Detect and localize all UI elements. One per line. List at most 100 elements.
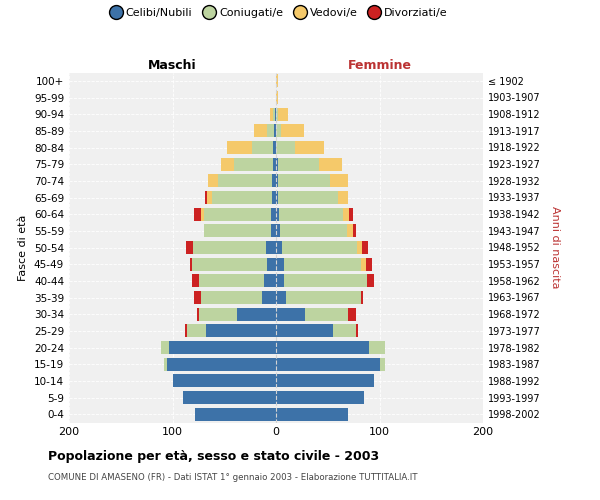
Bar: [338, 191, 349, 204]
Bar: [286, 291, 361, 304]
Bar: [208, 174, 218, 188]
Bar: [367, 274, 374, 287]
Bar: [263, 274, 276, 287]
Bar: [276, 308, 305, 320]
Bar: [262, 291, 276, 304]
Bar: [349, 308, 356, 320]
Bar: [236, 308, 276, 320]
Bar: [233, 158, 273, 170]
Bar: [276, 241, 282, 254]
Bar: [278, 108, 289, 120]
Bar: [276, 324, 333, 338]
Bar: [280, 224, 347, 237]
Bar: [279, 208, 343, 220]
Bar: [284, 258, 361, 270]
Bar: [203, 208, 271, 220]
Bar: [319, 158, 342, 170]
Bar: [276, 191, 278, 204]
Bar: [272, 174, 276, 188]
Bar: [353, 224, 356, 237]
Bar: [203, 224, 271, 237]
Bar: [276, 258, 284, 270]
Bar: [276, 141, 295, 154]
Bar: [273, 158, 276, 170]
Bar: [199, 274, 263, 287]
Bar: [195, 408, 276, 420]
Bar: [330, 174, 349, 188]
Bar: [194, 208, 202, 220]
Bar: [276, 408, 349, 420]
Text: Maschi: Maschi: [148, 58, 197, 71]
Bar: [206, 324, 276, 338]
Bar: [212, 191, 272, 204]
Bar: [266, 241, 276, 254]
Bar: [347, 224, 353, 237]
Bar: [276, 108, 278, 120]
Bar: [278, 191, 338, 204]
Bar: [276, 208, 279, 220]
Bar: [186, 241, 193, 254]
Bar: [272, 191, 276, 204]
Bar: [271, 208, 276, 220]
Bar: [252, 141, 273, 154]
Bar: [206, 191, 212, 204]
Bar: [185, 324, 187, 338]
Bar: [218, 174, 272, 188]
Y-axis label: Fasce di età: Fasce di età: [19, 214, 28, 280]
Bar: [202, 291, 262, 304]
Bar: [194, 291, 202, 304]
Bar: [273, 141, 276, 154]
Bar: [190, 258, 192, 270]
Bar: [173, 374, 276, 388]
Bar: [276, 224, 280, 237]
Bar: [271, 224, 276, 237]
Bar: [221, 158, 233, 170]
Bar: [183, 391, 276, 404]
Bar: [205, 191, 206, 204]
Bar: [361, 291, 363, 304]
Bar: [202, 208, 203, 220]
Bar: [276, 74, 278, 88]
Bar: [278, 158, 319, 170]
Bar: [276, 341, 369, 354]
Legend: Celibi/Nubili, Coniugati/e, Vedovi/e, Divorziati/e: Celibi/Nubili, Coniugati/e, Vedovi/e, Di…: [110, 8, 448, 18]
Bar: [276, 391, 364, 404]
Text: Femmine: Femmine: [347, 58, 412, 71]
Bar: [276, 358, 380, 370]
Bar: [270, 108, 273, 120]
Bar: [284, 274, 367, 287]
Bar: [366, 258, 372, 270]
Bar: [275, 108, 276, 120]
Bar: [276, 91, 278, 104]
Bar: [199, 308, 236, 320]
Bar: [167, 358, 276, 370]
Bar: [362, 241, 368, 254]
Bar: [197, 308, 199, 320]
Bar: [266, 258, 276, 270]
Bar: [380, 358, 385, 370]
Bar: [356, 324, 358, 338]
Bar: [266, 124, 274, 138]
Bar: [193, 241, 266, 254]
Bar: [276, 291, 286, 304]
Bar: [276, 374, 374, 388]
Bar: [169, 341, 276, 354]
Bar: [361, 258, 366, 270]
Text: Popolazione per età, sesso e stato civile - 2003: Popolazione per età, sesso e stato civil…: [48, 450, 379, 463]
Bar: [192, 258, 266, 270]
Bar: [369, 341, 385, 354]
Bar: [349, 208, 353, 220]
Bar: [276, 174, 278, 188]
Bar: [357, 241, 362, 254]
Bar: [227, 141, 252, 154]
Bar: [187, 324, 206, 338]
Bar: [254, 124, 266, 138]
Y-axis label: Anni di nascita: Anni di nascita: [550, 206, 560, 288]
Bar: [274, 124, 276, 138]
Bar: [343, 208, 349, 220]
Bar: [164, 358, 167, 370]
Bar: [305, 308, 349, 320]
Bar: [273, 108, 275, 120]
Bar: [161, 341, 169, 354]
Bar: [281, 124, 304, 138]
